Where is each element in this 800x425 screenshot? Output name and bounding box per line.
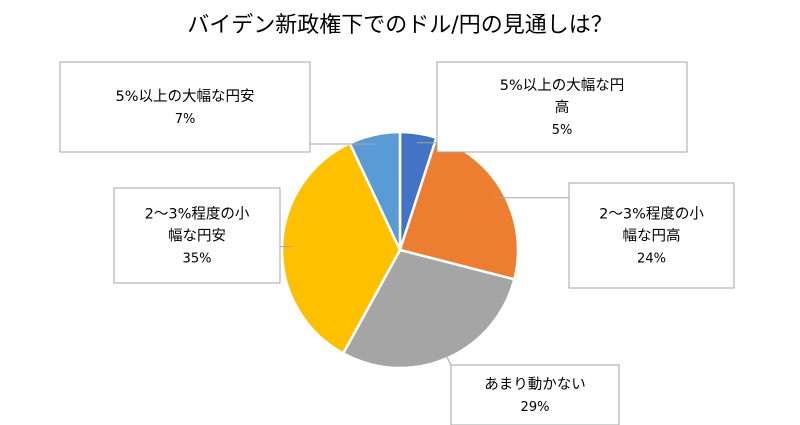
slice-percent-4: 35% <box>183 252 212 267</box>
data-callouts: 5%以上の大幅な円高5%2～3%程度の小幅な円高24%あまり動かない29%2～3… <box>59 61 735 425</box>
callout-box-2 <box>568 182 735 289</box>
callout-box-1 <box>436 61 688 153</box>
slice-percent-3: 29% <box>521 400 550 415</box>
callout-3: あまり動かない 29% <box>442 349 620 425</box>
slice-label-5-line-1: 5%以上の大幅な円安 <box>115 88 254 105</box>
slice-label-2-line-2: 幅な円高 <box>623 228 681 245</box>
leader-line-3 <box>442 349 452 366</box>
slice-label-1-line-2: 高 <box>555 99 570 116</box>
slice-label-2-line-1: 2～3%程度の小 <box>599 206 704 223</box>
slice-label-3-line-1: あまり動かない <box>484 376 586 393</box>
slice-percent-5: 7% <box>175 112 196 127</box>
slice-percent-1: 5% <box>552 123 573 138</box>
chart-title: バイデン新政権下でのドル/円の見通しは？ <box>187 13 612 38</box>
slice-percent-2: 24% <box>637 252 666 267</box>
slice-label-1-line-1: 5%以上の大幅な円 <box>500 77 625 94</box>
slice-label-4-line-1: 2～3%程度の小 <box>145 206 250 223</box>
callout-box-4 <box>113 187 281 284</box>
pie-slices <box>280 130 520 370</box>
pie-slice-3 <box>341 248 516 370</box>
callout-box-3 <box>450 364 620 425</box>
callout-box-5 <box>59 61 311 153</box>
pie-slice-5 <box>348 130 402 251</box>
callout-5: 5%以上の大幅な円安 7% <box>59 61 377 153</box>
slice-label-4-line-2: 幅な円安 <box>168 228 226 245</box>
